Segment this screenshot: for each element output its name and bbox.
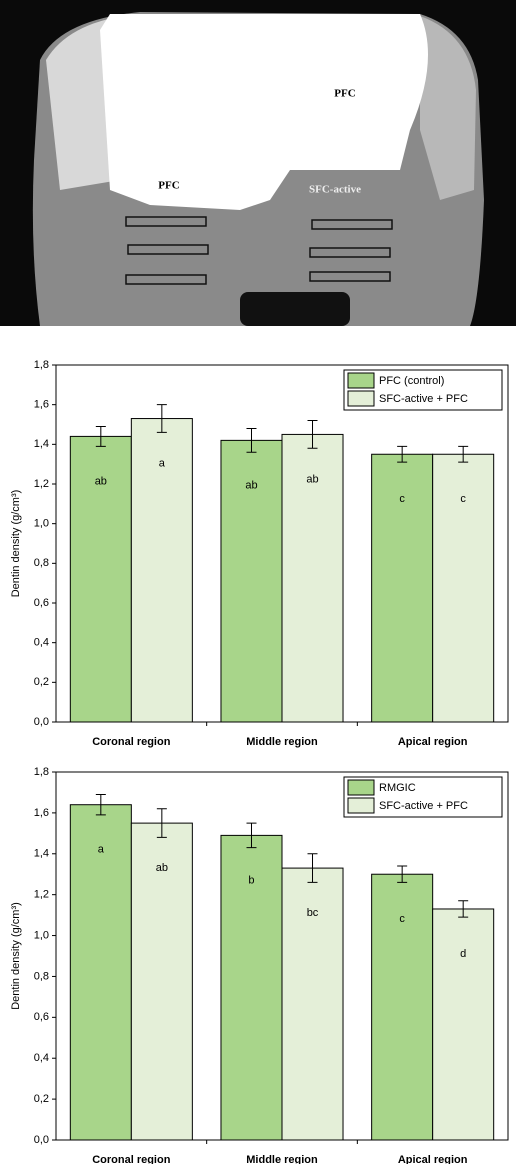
legend-label: PFC (control) (379, 375, 444, 387)
significance-letter: ab (95, 475, 107, 487)
significance-letter: c (399, 913, 405, 925)
error-bar (246, 427, 257, 453)
legend-label: SFC-active + PFC (379, 800, 468, 812)
y-tick-label: 0,8 (34, 557, 49, 569)
plot-frame (55, 771, 509, 1141)
error-bar (397, 445, 408, 463)
ct-image: PFC PFC SFC-active (0, 0, 516, 326)
legend-swatch (347, 797, 375, 814)
y-axis-label: Dentin density (g/cm³) (10, 902, 22, 1010)
y-tick-label: 1,2 (34, 889, 49, 901)
x-tick-label: Coronal region (92, 1154, 171, 1164)
y-tick-label: 0,0 (34, 1134, 49, 1146)
error-bar (307, 420, 318, 449)
legend-label: RMGIC (379, 782, 416, 794)
y-tick-label: 1,6 (34, 399, 49, 411)
error-bar (307, 853, 318, 883)
roi (125, 216, 207, 227)
y-tick-label: 1,0 (34, 518, 49, 530)
y-tick-label: 1,6 (34, 807, 49, 819)
bar (281, 867, 344, 1141)
y-tick-label: 1,8 (34, 766, 49, 778)
y-tick-label: 1,4 (34, 438, 49, 450)
legend-swatch (347, 372, 375, 389)
roi (127, 244, 209, 255)
error-bar (95, 425, 106, 447)
y-tick-label: 0,0 (34, 716, 49, 728)
x-tick-label: Apical region (398, 736, 468, 748)
chart: 0,0 0,2 0,4 0,6 0,8 1,0 1,2 1,4 1,6 1,8 Dentin den… (10, 359, 509, 748)
pulp (240, 292, 350, 326)
y-tick-label: 0,4 (34, 1052, 49, 1064)
y-tick-label: 1,4 (34, 848, 49, 860)
significance-letter: a (159, 457, 166, 469)
image-label: PFC (158, 180, 179, 192)
y-tick-label: 0,8 (34, 970, 49, 982)
significance-letter: bc (307, 907, 319, 919)
roi (125, 274, 207, 285)
error-bar (458, 900, 469, 918)
chart: 0,0 0,2 0,4 0,6 0,8 1,0 1,2 1,4 1,6 1,8 Dentin den… (10, 766, 509, 1164)
y-tick-label: 0,2 (34, 676, 49, 688)
y-tick-label: 0,4 (34, 637, 49, 649)
legend-swatch (347, 779, 375, 796)
x-tick-label: Apical region (398, 1154, 468, 1164)
bar (371, 873, 434, 1141)
y-tick-label: 1,8 (34, 359, 49, 371)
image-label: SFC-active (309, 184, 361, 196)
bar (130, 822, 193, 1141)
enamel-right (420, 16, 476, 200)
y-tick-label: 1,2 (34, 478, 49, 490)
roi (311, 219, 393, 230)
significance-letter: c (399, 493, 405, 505)
restoration (100, 14, 428, 210)
significance-letter: b (248, 874, 254, 886)
bar (371, 453, 434, 723)
plot-frame (55, 364, 509, 723)
error-bar (156, 404, 167, 433)
roi (309, 247, 391, 258)
legend-swatch (347, 390, 375, 407)
significance-letter: ab (306, 473, 318, 485)
legend-label: SFC-active + PFC (379, 393, 468, 405)
x-tick-label: Middle region (246, 736, 318, 748)
significance-letter: ab (156, 862, 168, 874)
significance-letter: ab (245, 479, 257, 491)
image-label: PFC (334, 88, 355, 100)
x-tick-label: Middle region (246, 1154, 318, 1164)
significance-letter: d (460, 948, 466, 960)
significance-letter: a (98, 844, 105, 856)
bar (281, 433, 344, 723)
x-tick-label: Coronal region (92, 736, 171, 748)
bar (69, 804, 132, 1141)
significance-letter: c (460, 493, 466, 505)
error-bar (458, 445, 469, 463)
bar (220, 834, 283, 1141)
bar (69, 435, 132, 723)
roi (309, 271, 391, 282)
bar (432, 908, 495, 1141)
y-tick-label: 0,6 (34, 1011, 49, 1023)
error-bar (95, 793, 106, 816)
y-tick-label: 1,0 (34, 929, 49, 941)
y-tick-label: 0,2 (34, 1093, 49, 1105)
y-axis-label: Dentin density (g/cm³) (10, 490, 22, 598)
y-tick-label: 0,6 (34, 597, 49, 609)
error-bar (246, 822, 257, 849)
error-bar (156, 808, 167, 838)
error-bar (397, 865, 408, 883)
